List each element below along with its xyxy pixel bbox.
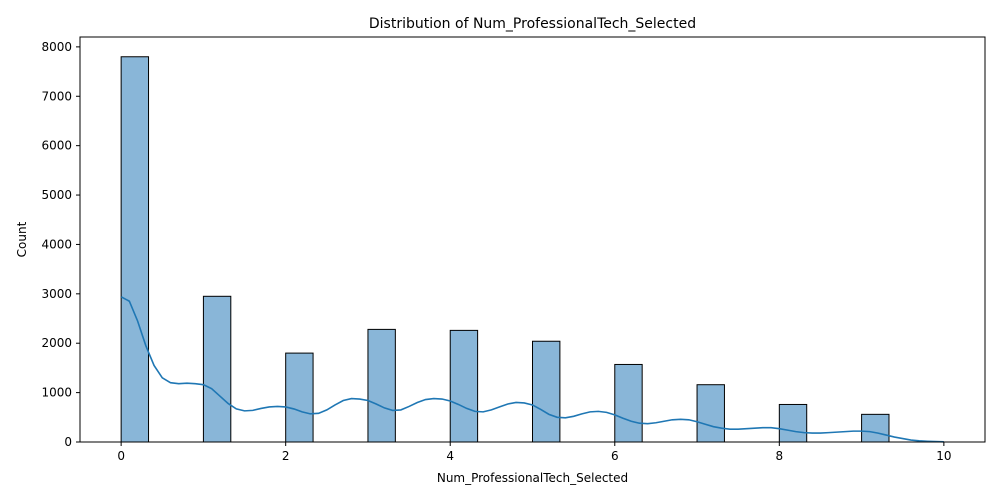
bars-layer bbox=[120, 56, 890, 443]
y-axis-ticks: 0 1000 2000 3000 4000 5000 6000 7000 8000 bbox=[41, 40, 80, 449]
y-tick-label-0: 0 bbox=[64, 435, 72, 449]
kde-curve bbox=[120, 296, 944, 443]
histogram-bar-2 bbox=[285, 352, 314, 443]
chart-title: Distribution of Num_ProfessionalTech_Sel… bbox=[369, 16, 696, 32]
histogram-bar-6 bbox=[614, 363, 643, 443]
x-tick-label-0: 0 bbox=[117, 449, 125, 463]
x-tick-label-3: 6 bbox=[611, 449, 619, 463]
histogram-bar-1 bbox=[202, 295, 232, 443]
y-tick-label-8: 8000 bbox=[41, 40, 72, 54]
histogram-bar-7 bbox=[696, 384, 725, 443]
y-tick-label-7: 7000 bbox=[41, 89, 72, 103]
histogram-bar-9 bbox=[861, 413, 890, 443]
x-axis-label: Num_ProfessionalTech_Selected bbox=[437, 471, 628, 485]
histogram-bar-3 bbox=[367, 328, 396, 443]
y-tick-label-3: 3000 bbox=[41, 287, 72, 301]
y-tick-label-6: 6000 bbox=[41, 139, 72, 153]
plot-frame bbox=[79, 36, 986, 443]
y-tick-label-2: 2000 bbox=[41, 336, 72, 350]
histogram-bar-5 bbox=[532, 340, 561, 443]
histogram-bar-8 bbox=[778, 403, 808, 443]
x-tick-label-4: 8 bbox=[775, 449, 783, 463]
x-axis-ticks: 0 2 4 6 8 10 bbox=[117, 442, 952, 463]
x-tick-label-5: 10 bbox=[936, 449, 951, 463]
histogram-bar-4 bbox=[449, 329, 479, 443]
y-tick-label-1: 1000 bbox=[41, 386, 72, 400]
x-tick-label-1: 2 bbox=[282, 449, 290, 463]
y-tick-label-4: 4000 bbox=[41, 237, 72, 251]
x-tick-label-2: 4 bbox=[446, 449, 454, 463]
y-tick-label-5: 5000 bbox=[41, 188, 72, 202]
y-axis-label: Count bbox=[15, 221, 29, 257]
histogram-bar-0 bbox=[120, 56, 150, 443]
